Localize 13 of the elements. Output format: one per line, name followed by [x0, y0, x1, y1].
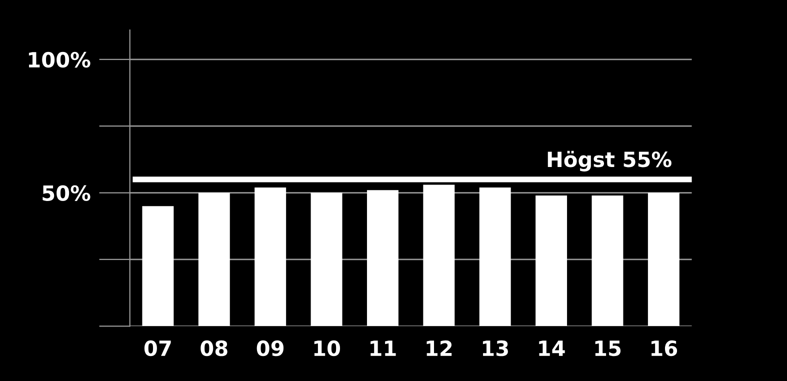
- ref-line-label: Högst 55%: [548, 150, 672, 172]
- x-tick-label: 13: [482, 340, 508, 356]
- x-tick-label: 15: [595, 340, 621, 356]
- x-tick-label: 14: [539, 340, 565, 356]
- x-tick-label: 08: [200, 340, 228, 356]
- x-tick-label: 10: [314, 340, 340, 356]
- x-tick-label: 09: [256, 340, 284, 356]
- x-tick-label: 07: [144, 340, 171, 356]
- y-tick-label: 50%: [42, 185, 90, 201]
- x-tick-label: 16: [652, 340, 678, 356]
- y-tick-label: 100%: [28, 52, 90, 68]
- x-tick-label: 11: [370, 340, 396, 356]
- x-tick-label: 12: [426, 340, 452, 356]
